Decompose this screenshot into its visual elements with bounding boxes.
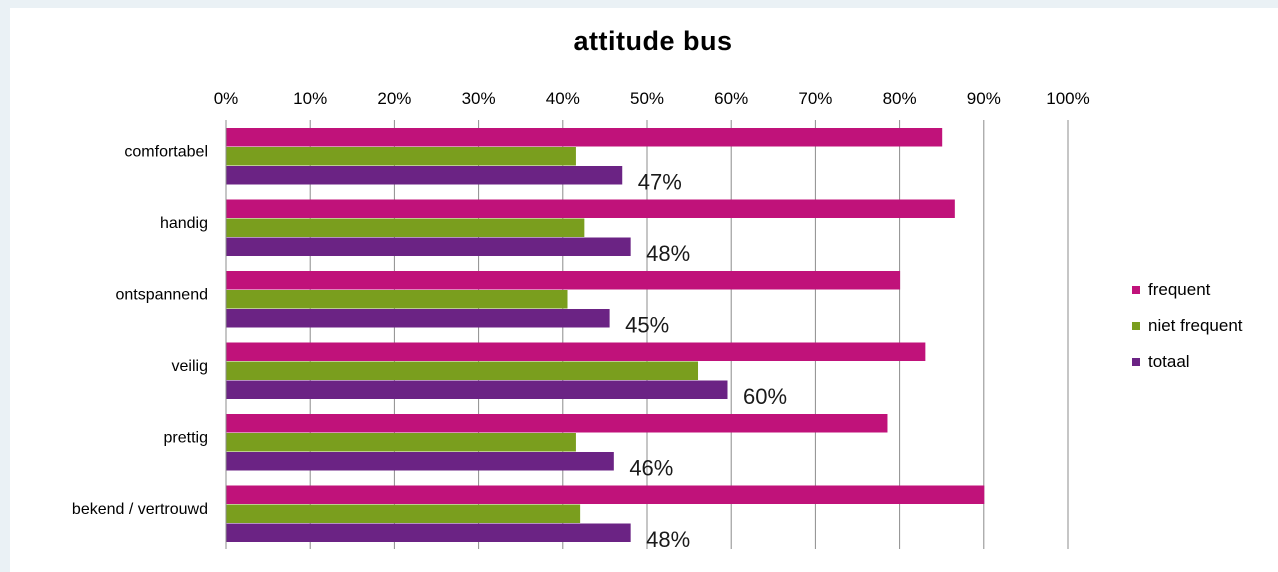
bar: [226, 433, 576, 452]
x-tick-label: 50%: [630, 89, 664, 108]
x-tick-label: 60%: [714, 89, 748, 108]
bar: [226, 218, 585, 237]
data-label: 48%: [646, 527, 690, 552]
data-label: 46%: [629, 456, 673, 481]
x-tick-label: 70%: [798, 89, 832, 108]
bar: [226, 380, 728, 399]
category-label: handig: [160, 215, 208, 232]
data-label: 47%: [638, 170, 682, 195]
bar: [226, 128, 943, 147]
x-tick-label: 90%: [967, 89, 1001, 108]
bar: [226, 166, 623, 185]
x-tick-label: 40%: [546, 89, 580, 108]
data-label: 60%: [743, 384, 787, 409]
bar: [226, 485, 985, 504]
data-label: 45%: [625, 313, 669, 338]
x-tick-label: 30%: [462, 89, 496, 108]
bar: [226, 147, 576, 166]
data-label: 48%: [646, 241, 690, 266]
bar: [226, 309, 610, 328]
legend-label-totaal: totaal: [1148, 352, 1190, 371]
x-tick-label: 20%: [377, 89, 411, 108]
legend-swatch-frequent: [1132, 286, 1140, 294]
legend-item-frequent: frequent: [1132, 272, 1243, 308]
bar: [226, 361, 699, 380]
x-tick-label: 0%: [214, 89, 239, 108]
bar: [226, 237, 631, 256]
bar: [226, 271, 901, 290]
chart-frame: [10, 8, 1278, 572]
bar: [226, 414, 888, 433]
category-label: prettig: [164, 430, 208, 447]
category-label: veilig: [172, 358, 208, 375]
bar: [226, 452, 614, 471]
bar: [226, 504, 581, 523]
bar: [226, 199, 955, 218]
bar: [226, 290, 568, 309]
legend-swatch-niet-frequent: [1132, 322, 1140, 330]
x-tick-label: 10%: [293, 89, 327, 108]
legend-label-frequent: frequent: [1148, 280, 1211, 299]
bar: [226, 342, 926, 361]
category-label: bekend / vertrouwd: [72, 501, 208, 518]
x-tick-label: 100%: [1046, 89, 1089, 108]
legend-label-niet-frequent: niet frequent: [1148, 316, 1243, 335]
legend-item-totaal: totaal: [1132, 344, 1243, 380]
legend-item-niet-frequent: niet frequent: [1132, 308, 1243, 344]
x-tick-label: 80%: [883, 89, 917, 108]
category-label: comfortabel: [124, 144, 208, 161]
chart-title: attitude bus: [573, 26, 733, 56]
category-label: ontspannend: [115, 287, 208, 304]
bar: [226, 523, 631, 542]
legend: frequent niet frequent totaal: [1132, 272, 1243, 380]
legend-swatch-totaal: [1132, 358, 1140, 366]
